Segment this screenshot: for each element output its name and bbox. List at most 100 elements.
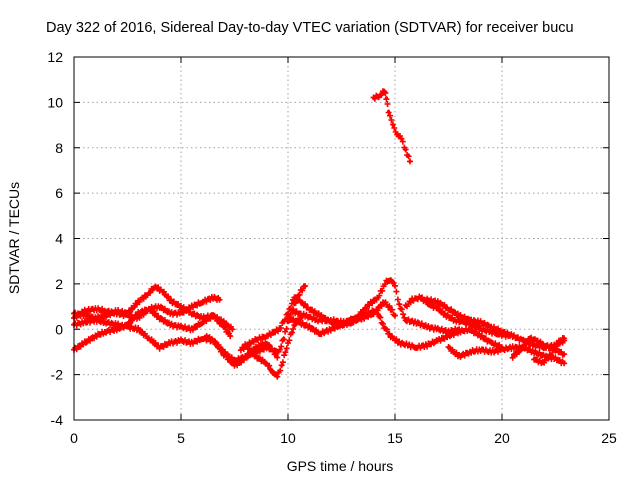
data-point [461,320,466,325]
data-point [393,314,397,318]
x-tick-label: 20 [494,430,510,446]
y-tick-label: 6 [55,185,63,201]
data-point [532,350,536,354]
y-tick-label: 4 [55,231,63,247]
data-point [179,304,183,309]
data-point [190,304,194,309]
data-point [384,280,389,284]
data-point [446,334,451,338]
data-point [265,341,269,345]
series-track-3 [71,305,234,353]
data-point [391,123,395,127]
data-point [292,295,297,300]
data-point [170,300,175,304]
data-point [528,336,532,340]
data-point [115,323,119,327]
data-point [562,361,566,365]
data-point [147,291,151,295]
data-point [243,357,247,361]
data-point [406,343,410,347]
y-tick-label: 12 [47,49,63,65]
data-point [436,338,440,343]
data-point [354,316,359,320]
data-point [556,341,560,345]
data-point [386,109,391,114]
data-point [436,307,440,311]
series-markers [71,305,234,353]
data-point [553,357,558,361]
data-point [104,309,108,313]
y-tick-label: 0 [55,321,63,337]
data-point [200,300,204,304]
data-point [382,325,386,329]
data-point [378,93,382,98]
data-point [534,338,538,343]
data-point [404,318,408,322]
data-point [158,345,162,349]
series-track-10 [374,311,505,351]
data-point [93,307,97,311]
data-point [211,295,215,300]
data-point [93,318,97,322]
data-point [179,338,183,343]
data-point [254,345,258,349]
data-point [179,311,183,315]
data-point [217,298,222,302]
data-point [136,327,140,331]
x-tick-label: 0 [70,430,78,446]
data-point [479,327,483,331]
data-point [179,325,183,329]
data-point [168,323,172,327]
data-point [136,311,140,315]
data-point [125,325,130,329]
data-point [511,334,515,338]
data-point [275,354,279,359]
data-point [446,307,451,311]
data-point [211,314,215,318]
series-markers [370,88,413,165]
data-point [286,341,290,345]
series-track-15 [531,335,568,367]
x-tick-label: 25 [601,430,617,446]
data-point [436,300,440,304]
data-point [147,336,151,340]
data-point [468,327,472,331]
data-point [239,348,243,352]
series-track-13 [445,343,568,367]
series-track-16 [370,88,413,165]
data-point [83,314,87,318]
data-point [205,334,209,338]
data-point [222,325,226,329]
data-point [521,345,526,349]
data-point [511,354,515,359]
data-point [457,329,461,334]
data-point [303,314,307,318]
series-track-9 [289,277,463,336]
data-point [404,304,408,309]
data-point [290,309,294,313]
data-point [468,318,472,322]
data-point [453,318,457,322]
data-point [393,284,397,288]
data-point [213,341,217,345]
data-point [318,314,322,318]
data-point [414,320,418,325]
data-point [299,300,303,304]
data-point [104,314,108,318]
data-point [446,345,451,349]
data-point [316,318,320,322]
data-point [414,345,418,349]
data-point [376,311,380,315]
data-point [372,311,376,315]
grid-lines [74,57,609,420]
data-point [457,354,461,359]
data-point [104,320,108,325]
data-point [532,357,536,361]
x-axis-label: GPS time / hours [287,458,394,474]
y-axis-label: SDTVAR / TECUs [6,182,22,294]
data-point [83,341,87,345]
data-point [395,132,399,136]
data-point [265,361,269,365]
x-tick-label: 15 [387,430,403,446]
data-point [282,336,286,340]
